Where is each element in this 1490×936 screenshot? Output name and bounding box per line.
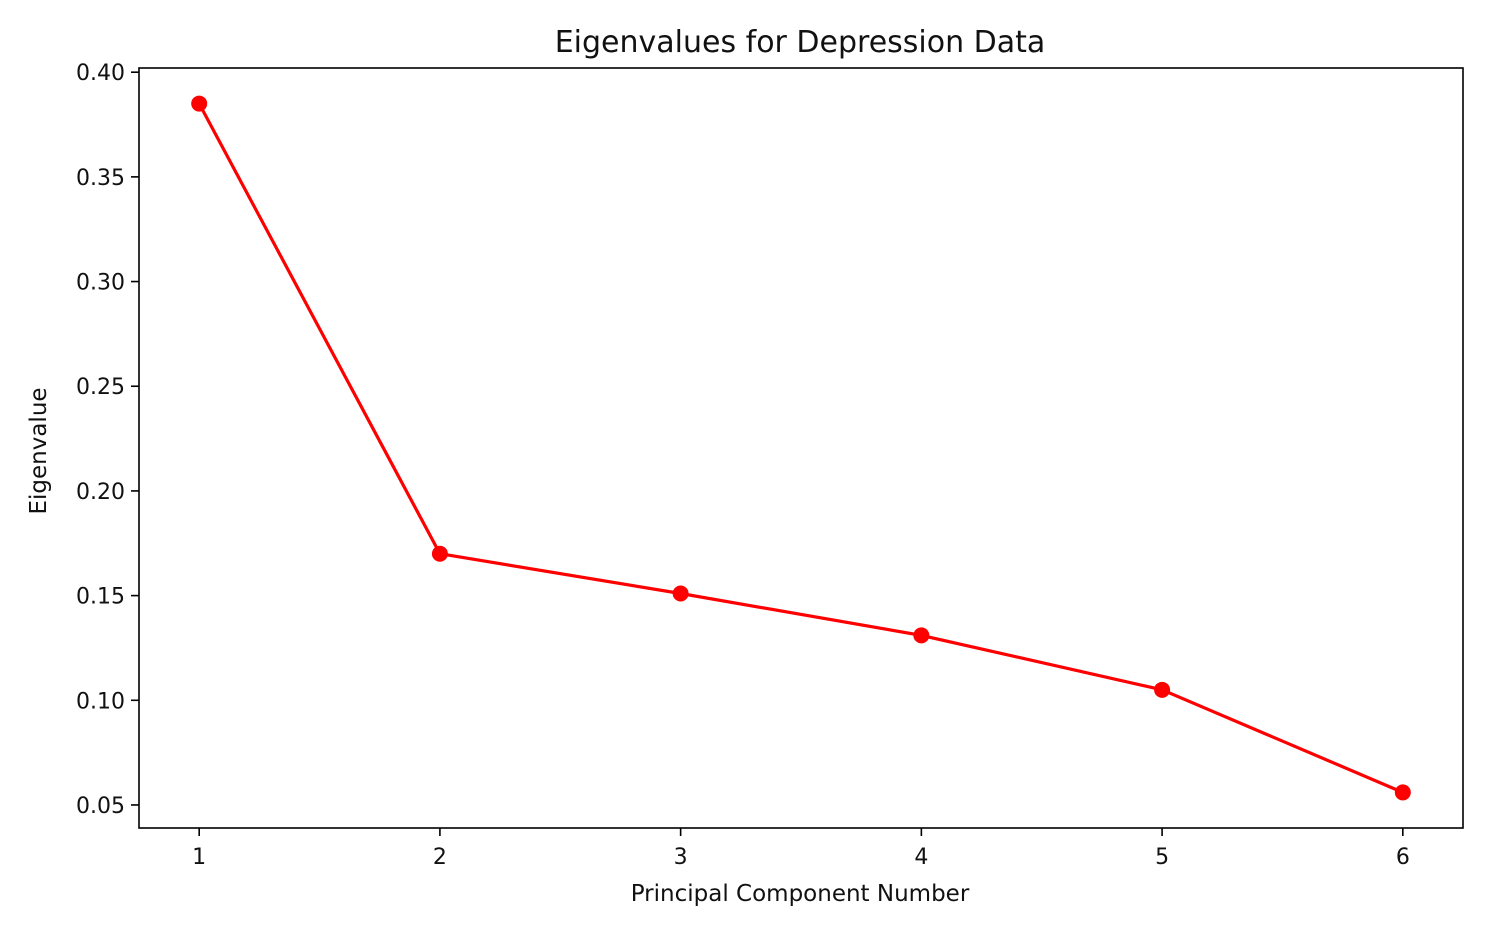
y-tick-label: 0.40 (76, 61, 125, 86)
y-tick-label: 0.30 (76, 271, 125, 296)
data-point-marker (191, 95, 208, 112)
y-tick-label: 0.10 (76, 689, 125, 714)
data-point-marker (431, 545, 448, 562)
x-tick-label: 6 (1396, 845, 1410, 870)
x-tick-label: 3 (674, 845, 688, 870)
y-tick-label: 0.20 (76, 480, 125, 505)
chart-title: Eigenvalues for Depression Data (555, 25, 1046, 60)
y-tick-label: 0.25 (76, 375, 125, 400)
plot-area-frame (138, 67, 1464, 829)
y-axis-label: Eigenvalue (26, 387, 52, 514)
y-tick-label: 0.35 (76, 166, 125, 191)
x-tick-label: 4 (914, 845, 928, 870)
y-axis: 0.05 0.10 0.15 0.20 0.25 0.30 0.35 0.40 (76, 61, 139, 819)
data-point-marker (1154, 681, 1171, 698)
series-line (197, 102, 1404, 794)
x-axis: 1 2 3 4 5 6 (192, 828, 1410, 870)
x-tick-label: 5 (1155, 845, 1169, 870)
data-point-marker (913, 627, 930, 644)
y-tick-label: 0.05 (76, 794, 125, 819)
y-tick-label: 0.15 (76, 585, 125, 610)
data-point-marker (1394, 784, 1411, 801)
data-series (191, 95, 1411, 801)
data-point-marker (672, 585, 689, 602)
x-tick-label: 2 (433, 845, 447, 870)
x-axis-label: Principal Component Number (631, 881, 970, 907)
x-tick-label: 1 (192, 845, 206, 870)
